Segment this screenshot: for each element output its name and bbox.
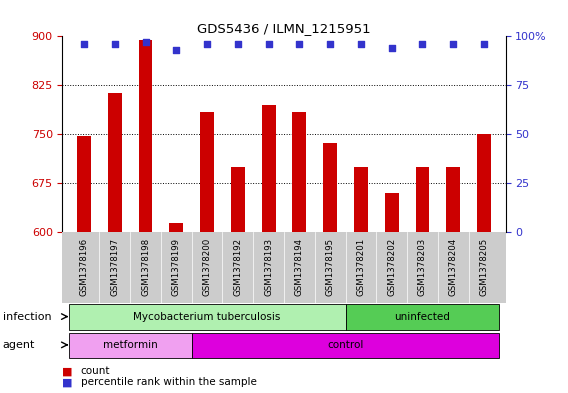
Bar	[345, 305, 499, 330]
Bar	[69, 305, 345, 330]
Text: agent: agent	[3, 340, 35, 350]
Bar	[477, 134, 491, 232]
Bar	[108, 94, 122, 232]
Bar	[262, 105, 275, 232]
Text: GSM1378198: GSM1378198	[141, 238, 150, 296]
Bar	[293, 112, 306, 232]
Text: ■: ■	[62, 377, 77, 387]
Point	[203, 40, 212, 47]
Text: control: control	[327, 340, 364, 350]
Text: infection: infection	[3, 312, 52, 321]
Title: GDS5436 / ILMN_1215951: GDS5436 / ILMN_1215951	[197, 22, 371, 35]
Text: GSM1378197: GSM1378197	[110, 238, 119, 296]
Text: GSM1378195: GSM1378195	[325, 238, 335, 296]
Text: percentile rank within the sample: percentile rank within the sample	[81, 377, 257, 387]
Text: count: count	[81, 366, 110, 376]
Bar	[200, 112, 214, 232]
Point	[356, 40, 365, 47]
Bar	[69, 333, 191, 358]
Bar	[446, 167, 460, 232]
Text: GSM1378202: GSM1378202	[387, 238, 396, 296]
Bar	[323, 143, 337, 232]
Bar	[385, 193, 399, 232]
Bar	[354, 167, 368, 232]
Point	[479, 40, 488, 47]
Text: Mycobacterium tuberculosis: Mycobacterium tuberculosis	[133, 312, 281, 321]
Point	[325, 40, 335, 47]
Point	[418, 40, 427, 47]
Point	[80, 40, 89, 47]
Text: GSM1378194: GSM1378194	[295, 238, 304, 296]
Point	[295, 40, 304, 47]
Bar	[139, 40, 152, 232]
Text: metformin: metformin	[103, 340, 157, 350]
Text: GSM1378205: GSM1378205	[479, 238, 488, 296]
Text: GSM1378204: GSM1378204	[449, 238, 458, 296]
Text: GSM1378196: GSM1378196	[80, 238, 89, 296]
Text: ■: ■	[62, 366, 77, 376]
Text: GSM1378193: GSM1378193	[264, 238, 273, 296]
Text: GSM1378203: GSM1378203	[418, 238, 427, 296]
Point	[264, 40, 273, 47]
Point	[387, 44, 396, 51]
Point	[110, 40, 119, 47]
Bar	[169, 223, 183, 232]
Point	[449, 40, 458, 47]
Text: GSM1378199: GSM1378199	[172, 238, 181, 296]
Point	[172, 46, 181, 53]
Point	[141, 39, 150, 45]
Text: GSM1378201: GSM1378201	[356, 238, 365, 296]
Bar	[231, 167, 245, 232]
Bar	[191, 333, 499, 358]
Bar	[416, 167, 429, 232]
Point	[233, 40, 243, 47]
Text: uninfected: uninfected	[395, 312, 450, 321]
Text: GSM1378200: GSM1378200	[203, 238, 212, 296]
Bar	[77, 136, 91, 232]
Text: GSM1378192: GSM1378192	[233, 238, 243, 296]
